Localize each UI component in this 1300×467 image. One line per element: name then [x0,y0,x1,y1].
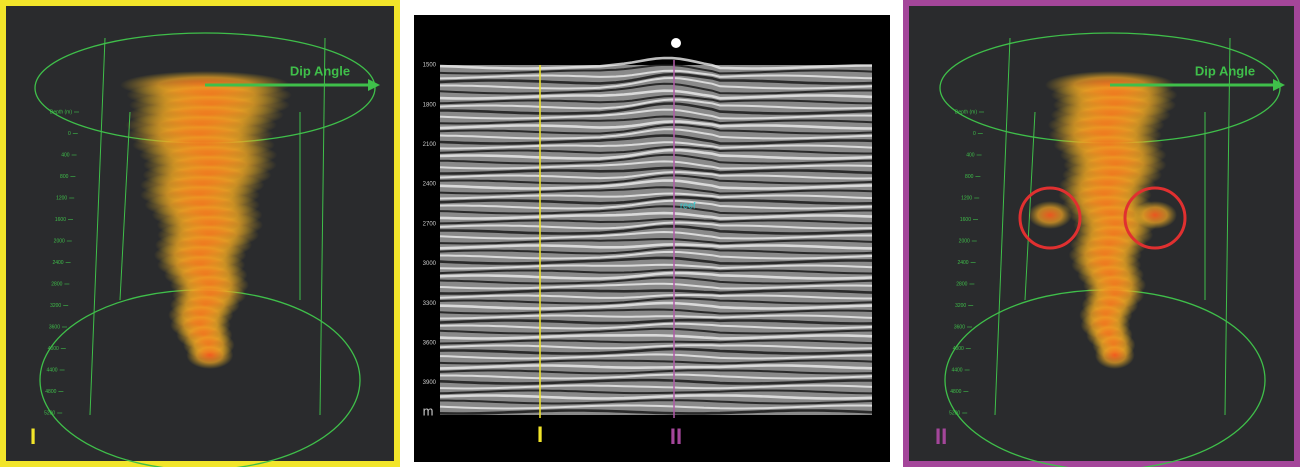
depth-label: 4000 [48,346,59,352]
depth-label: 3200 [50,303,61,309]
well-label: II [670,424,682,449]
figure: reef 1500 1800 2100 2400 2700 3000 3300 3600 3900… [0,0,1300,467]
depth-label: 5200 [44,410,55,416]
depth-label: 0 [68,131,71,137]
panel-label: II [935,424,947,449]
depth-label: 4800 [950,389,961,395]
depth-label: 2000 [54,238,65,244]
depth-label: 0 [973,131,976,137]
plume [186,341,233,369]
depth-label: 2800 [51,281,62,287]
arrow-label: Dip Angle [290,63,350,78]
well-label: I [537,422,543,447]
depth-label: Depth (m) [955,109,978,115]
depth-label: 800 [965,174,974,180]
depth-label: 5200 [949,410,960,416]
panel-label: I [30,424,36,449]
depth-label: 4800 [45,389,56,395]
seismic-section: reef 1500 1800 2100 2400 2700 3000 3300 3600 3900… [423,38,872,449]
depth-label: 3600 [423,340,437,346]
depth-label: 2400 [957,260,968,266]
depth-label: 1800 [423,102,437,108]
depth-label: 1600 [960,217,971,223]
plume-side [1133,201,1177,229]
page: reef 1500 1800 2100 2400 2700 3000 3300 3600 3900… [0,0,1300,467]
depth-label: Depth (m) [50,109,73,115]
depth-label: 400 [966,152,975,158]
depth-label: 4400 [46,367,57,373]
plume [1095,341,1135,369]
depth-label: 3300 [423,301,437,307]
arrow-label: Dip Angle [1195,63,1255,78]
depth-label: 2100 [423,142,437,148]
depth-label: 1500 [423,63,437,69]
depth-label: 2400 [423,182,437,188]
depth-label: 3600 [954,324,965,330]
depth-label: 1200 [961,195,972,201]
marker [671,38,681,48]
depth-label: 1200 [56,195,67,201]
depth-label: 3600 [49,324,60,330]
depth-label: 4000 [953,346,964,352]
depth-label: 3900 [423,380,437,386]
depth-label: 4400 [951,367,962,373]
depth-label: 2800 [956,281,967,287]
annotation: reef [680,200,696,210]
unit-label: m [423,403,434,418]
depth-label: 3200 [955,303,966,309]
depth-label: 2400 [52,260,63,266]
depth-label: 2700 [423,221,437,227]
depth-label: 3000 [423,261,437,267]
depth-label: 400 [61,152,70,158]
depth-label: 1600 [55,217,66,223]
depth-label: 2000 [959,238,970,244]
plume-side [1028,201,1072,229]
depth-label: 800 [60,174,69,180]
